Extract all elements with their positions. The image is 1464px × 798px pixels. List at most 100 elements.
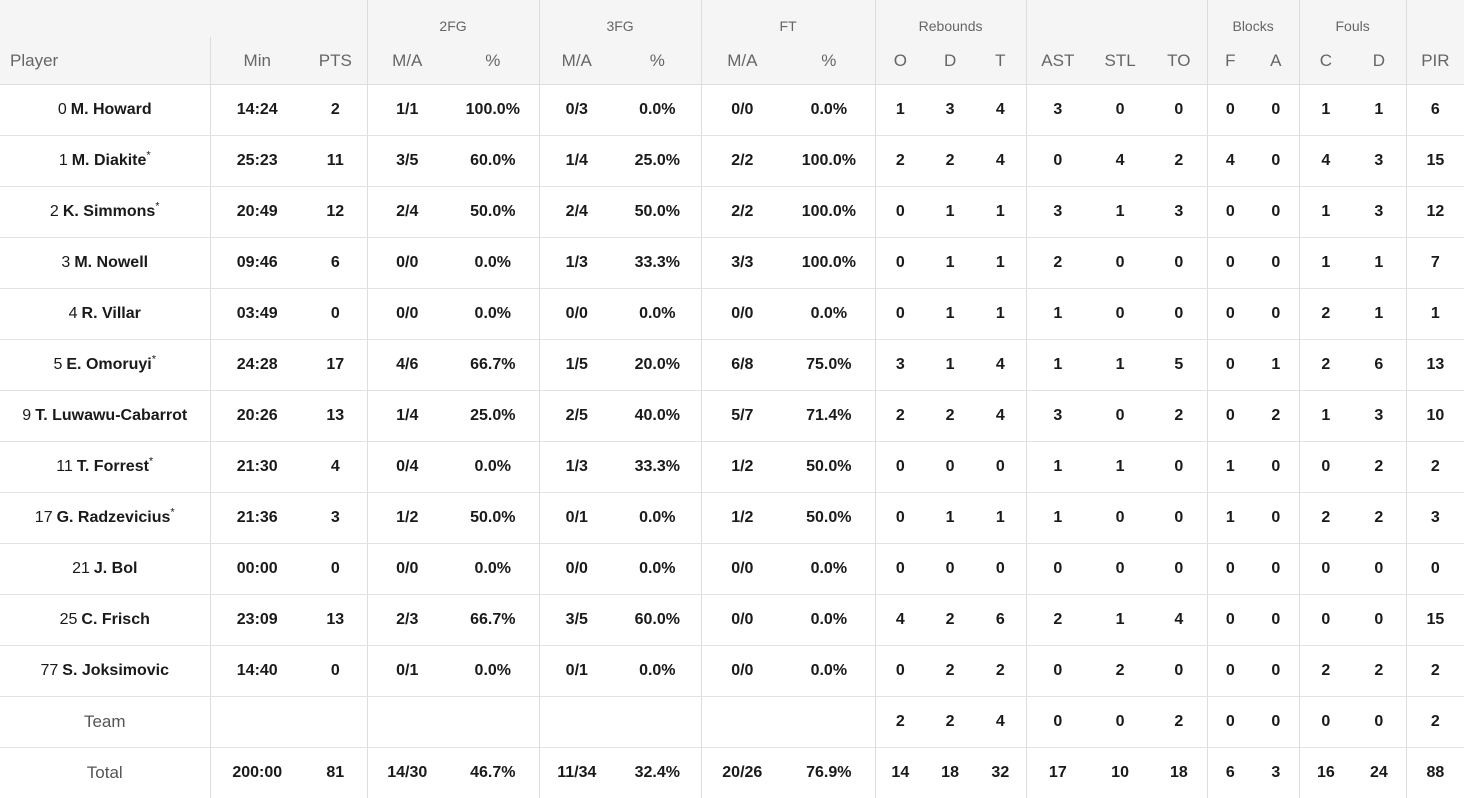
stat-blk-f: 0: [1207, 391, 1253, 442]
col-header-2fg-pct[interactable]: %: [447, 37, 539, 85]
stat-pir: 6: [1406, 85, 1464, 136]
stat-3fg-pct: 50.0%: [614, 187, 701, 238]
player-name-link[interactable]: G. Radzevicius: [57, 509, 171, 526]
stat-to: 0: [1151, 85, 1207, 136]
stat-ft-ma: [701, 697, 783, 748]
stat-min: 200:00: [210, 748, 304, 798]
stat-stl: 1: [1089, 442, 1151, 493]
stat-foul-d: 1: [1352, 85, 1406, 136]
stat-2fg-pct: 50.0%: [447, 493, 539, 544]
col-header-min[interactable]: Min: [210, 37, 304, 85]
player-name-link[interactable]: T. Forrest: [77, 458, 149, 475]
stat-stl: 0: [1089, 391, 1151, 442]
stat-to: 0: [1151, 646, 1207, 697]
stat-foul-d: 1: [1352, 238, 1406, 289]
stat-pir: 3: [1406, 493, 1464, 544]
col-header-pts[interactable]: PTS: [304, 37, 367, 85]
stat-foul-c: 2: [1299, 340, 1352, 391]
stat-2fg-pct: 0.0%: [447, 544, 539, 595]
col-header-reb-t[interactable]: T: [975, 37, 1026, 85]
stat-ast: 3: [1026, 391, 1089, 442]
col-header-2fg-ma[interactable]: M/A: [367, 37, 447, 85]
stat-reb-o: 0: [875, 646, 925, 697]
stat-reb-d: 1: [925, 493, 975, 544]
col-header-pir[interactable]: PIR: [1406, 37, 1464, 85]
stat-pts: 13: [304, 391, 367, 442]
player-name-link[interactable]: K. Simmons: [63, 203, 155, 220]
player-name-link[interactable]: R. Villar: [82, 305, 141, 322]
col-header-blk-f[interactable]: F: [1207, 37, 1253, 85]
stat-pts: 4: [304, 442, 367, 493]
player-name-link[interactable]: J. Bol: [94, 560, 138, 577]
player-number: 25: [60, 611, 78, 628]
group-2fg: 2FG: [367, 0, 539, 37]
col-header-ast[interactable]: AST: [1026, 37, 1089, 85]
stat-foul-d: 3: [1352, 391, 1406, 442]
player-name-link[interactable]: M. Howard: [71, 101, 152, 118]
stat-2fg-ma: 0/4: [367, 442, 447, 493]
col-header-foul-c[interactable]: C: [1299, 37, 1352, 85]
stat-ast: 3: [1026, 85, 1089, 136]
stat-foul-d: 3: [1352, 187, 1406, 238]
stat-2fg-pct: 66.7%: [447, 595, 539, 646]
stat-ft-pct: 100.0%: [783, 187, 875, 238]
stat-pts: 81: [304, 748, 367, 798]
player-name-link[interactable]: C. Frisch: [81, 611, 149, 628]
col-header-3fg-pct[interactable]: %: [614, 37, 701, 85]
col-header-3fg-ma[interactable]: M/A: [539, 37, 614, 85]
col-header-foul-d[interactable]: D: [1352, 37, 1406, 85]
stat-reb-t: 4: [975, 391, 1026, 442]
stat-reb-o: 4: [875, 595, 925, 646]
stat-ft-ma: 0/0: [701, 595, 783, 646]
stat-blk-a: 0: [1253, 646, 1299, 697]
stat-reb-d: 2: [925, 136, 975, 187]
player-name-link[interactable]: M. Diakite: [72, 152, 147, 169]
col-header-player[interactable]: Player: [0, 37, 210, 85]
col-header-reb-d[interactable]: D: [925, 37, 975, 85]
stat-ast: 1: [1026, 289, 1089, 340]
stat-ft-pct: 50.0%: [783, 493, 875, 544]
col-header-to[interactable]: TO: [1151, 37, 1207, 85]
col-header-ft-pct[interactable]: %: [783, 37, 875, 85]
stat-3fg-ma: 3/5: [539, 595, 614, 646]
player-name-link[interactable]: S. Joksimovic: [62, 662, 169, 679]
col-header-ft-ma[interactable]: M/A: [701, 37, 783, 85]
stat-foul-c: 2: [1299, 493, 1352, 544]
col-header-stl[interactable]: STL: [1089, 37, 1151, 85]
stat-reb-t: 0: [975, 544, 1026, 595]
col-header-reb-o[interactable]: O: [875, 37, 925, 85]
player-name-link[interactable]: M. Nowell: [74, 254, 148, 271]
stat-3fg-ma: [539, 697, 614, 748]
player-name-link[interactable]: E. Omoruyi: [66, 356, 151, 373]
stat-to: 0: [1151, 442, 1207, 493]
player-name-link[interactable]: T. Luwawu-Cabarrot: [35, 407, 187, 424]
col-header-blk-a[interactable]: A: [1253, 37, 1299, 85]
stat-foul-d: 1: [1352, 289, 1406, 340]
